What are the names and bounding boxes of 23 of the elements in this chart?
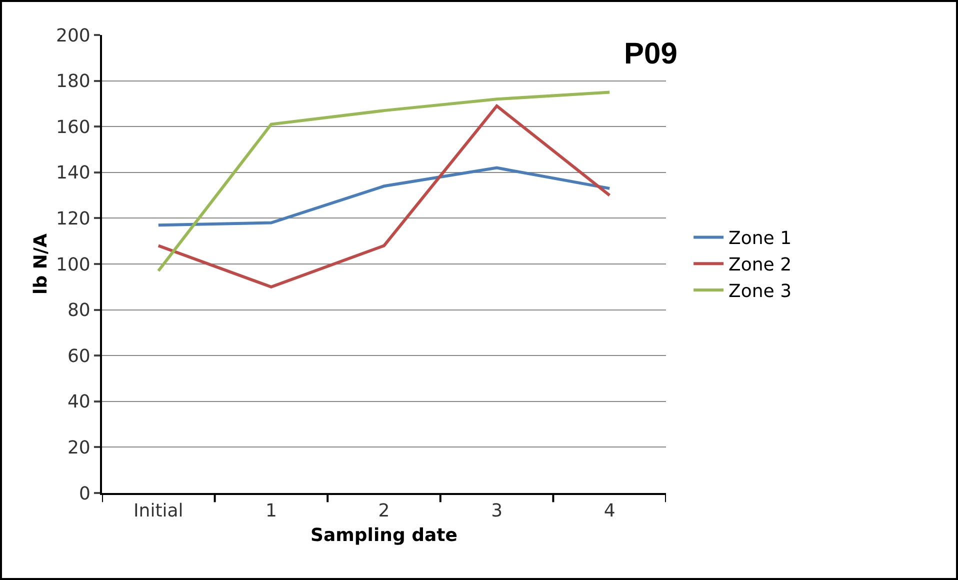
- legend-label: Zone 3: [728, 281, 792, 302]
- y-tick-label: 160: [56, 116, 90, 138]
- x-tick-label: 1: [265, 500, 277, 522]
- x-tick-label: 4: [604, 500, 616, 522]
- y-tick-label: 60: [67, 346, 90, 367]
- legend-label: Zone 1: [728, 228, 792, 250]
- x-tick-label: 3: [491, 500, 503, 522]
- y-tick-label: 140: [56, 162, 90, 184]
- y-tick-label: 40: [67, 392, 90, 413]
- y-tick-label: 0: [78, 483, 90, 504]
- y-tick-label: 80: [67, 300, 90, 322]
- legend-label: Zone 2: [728, 254, 792, 276]
- y-tick-label: 120: [56, 208, 90, 230]
- chart-title: P09: [624, 37, 678, 70]
- x-tick-label: Initial: [133, 500, 184, 522]
- x-axis-title: Sampling date: [310, 525, 458, 546]
- y-tick-label: 20: [67, 438, 90, 458]
- y-axis-title: lb N/A: [30, 233, 52, 294]
- y-tick-label: 180: [56, 71, 90, 92]
- y-tick-label: 200: [56, 25, 90, 46]
- x-tick-label: 2: [378, 500, 390, 522]
- line-series: [156, 166, 612, 227]
- y-tick-label: 100: [56, 254, 90, 276]
